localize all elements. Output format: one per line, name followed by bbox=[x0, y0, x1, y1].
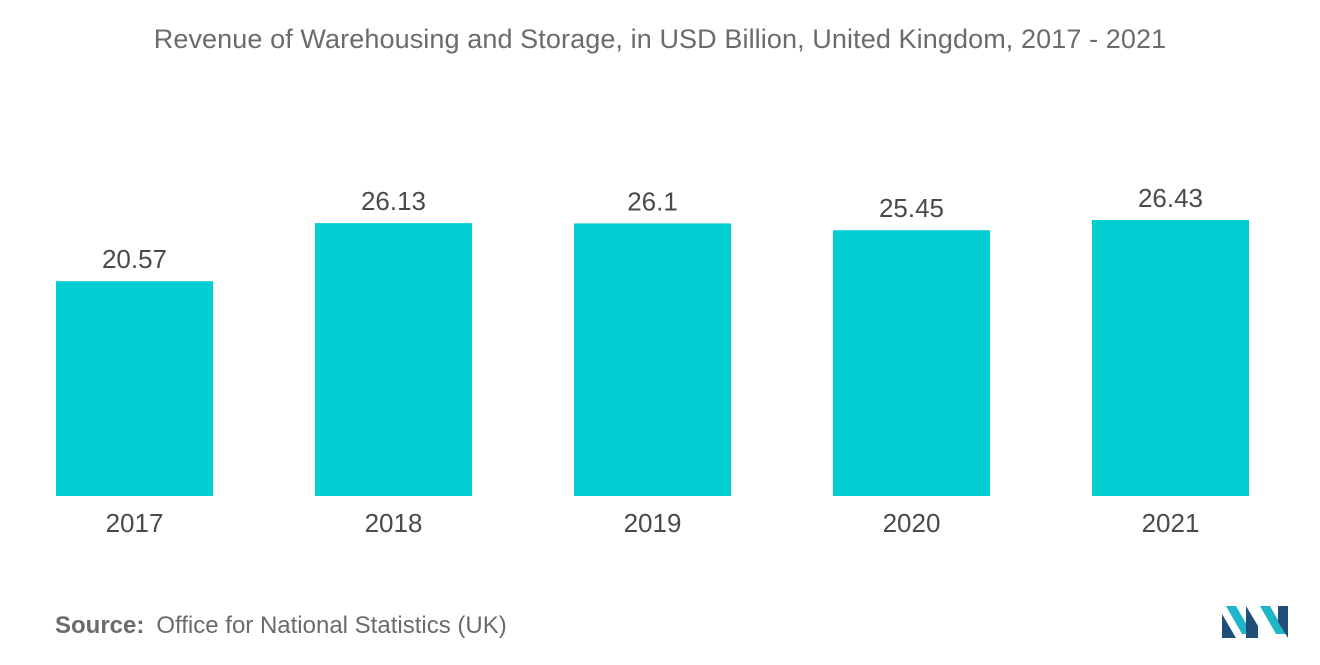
chart-title: Revenue of Warehousing and Storage, in U… bbox=[153, 24, 1167, 54]
bar-2017 bbox=[56, 281, 213, 496]
data-label-2018: 26.13 bbox=[361, 186, 426, 216]
data-label-2017: 20.57 bbox=[102, 244, 167, 274]
bar-2020 bbox=[833, 230, 990, 496]
x-tick-2019: 2019 bbox=[624, 508, 682, 538]
bar-2019 bbox=[574, 223, 731, 496]
data-label-2021: 26.43 bbox=[1138, 183, 1203, 213]
source-line: Source: Office for National Statistics (U… bbox=[55, 612, 507, 640]
data-label-2020: 25.45 bbox=[879, 193, 944, 223]
bar-chart: 20.57 2017 26.13 2018 26.1 2019 25.45 2020 26.43… bbox=[56, 183, 1249, 538]
bar-2021 bbox=[1092, 220, 1249, 496]
data-label-2019: 26.1 bbox=[627, 186, 678, 216]
source-text: Office for National Statistics (UK) bbox=[156, 612, 507, 639]
mordor-intelligence-logo-icon bbox=[1222, 606, 1288, 638]
x-tick-2018: 2018 bbox=[365, 508, 423, 538]
x-tick-2020: 2020 bbox=[883, 508, 941, 538]
x-tick-2021: 2021 bbox=[1142, 508, 1200, 538]
bar-2018 bbox=[315, 223, 472, 496]
x-tick-2017: 2017 bbox=[106, 508, 164, 538]
source-label: Source: bbox=[55, 612, 145, 639]
